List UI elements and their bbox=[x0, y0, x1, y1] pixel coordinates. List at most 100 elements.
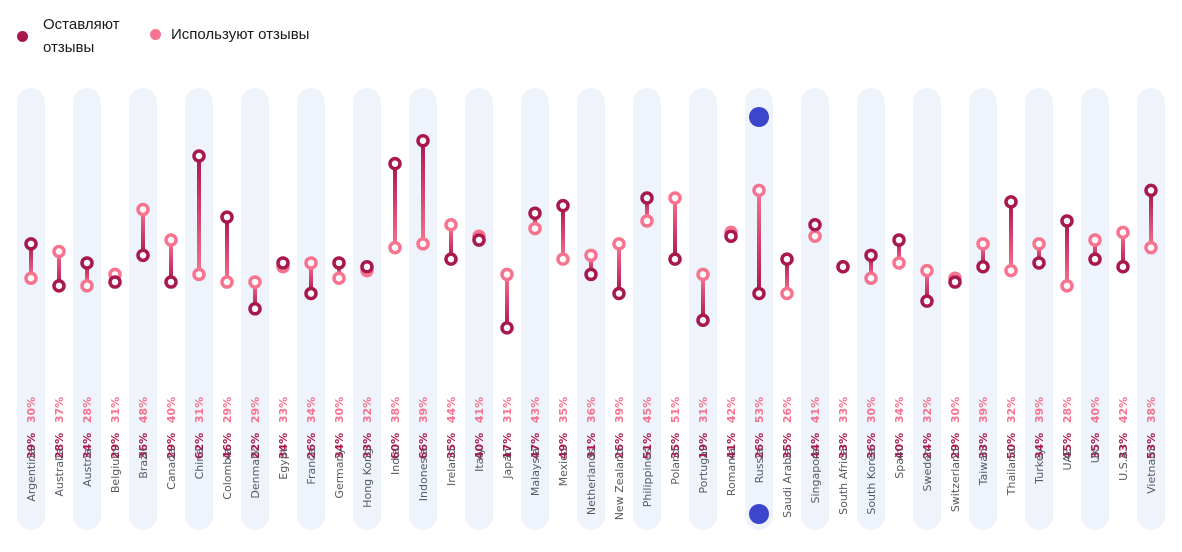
country-label[interactable]: Spain bbox=[893, 448, 906, 479]
dumbbell-connector bbox=[1121, 232, 1125, 267]
country-label[interactable]: UAE bbox=[1061, 448, 1074, 471]
country-label[interactable]: India bbox=[389, 448, 402, 475]
country-label[interactable]: Turkey bbox=[1033, 448, 1046, 485]
column-background bbox=[969, 88, 997, 530]
country-label[interactable]: Belgium bbox=[109, 448, 122, 493]
use-value-label: 36% bbox=[585, 397, 598, 423]
use-value-label: 28% bbox=[81, 397, 94, 423]
dumbbell-connector bbox=[1037, 243, 1041, 263]
dumbbell-connector bbox=[645, 198, 649, 221]
country-label[interactable]: South Africa bbox=[837, 448, 850, 515]
leave-point bbox=[1088, 252, 1102, 266]
country-label[interactable]: U.S.A. bbox=[1117, 448, 1130, 481]
country-label[interactable]: Vietnam bbox=[1145, 448, 1158, 494]
dumbbell-marks bbox=[24, 133, 1158, 335]
leave-point bbox=[80, 256, 94, 270]
country-label[interactable]: Malaysia bbox=[529, 448, 542, 496]
country-label[interactable]: Colombia bbox=[221, 448, 234, 500]
use-value-label: 30% bbox=[333, 397, 346, 423]
country-label[interactable]: Portugal bbox=[697, 448, 710, 494]
leave-point bbox=[696, 313, 710, 328]
dumbbell-connector bbox=[57, 251, 61, 286]
country-label[interactable]: Philippines bbox=[641, 448, 654, 508]
country-label[interactable]: Singapore bbox=[809, 448, 822, 504]
use-point bbox=[668, 191, 682, 205]
column-background bbox=[577, 88, 605, 530]
legend-leave-marker bbox=[17, 31, 28, 42]
country-label[interactable]: South Korea bbox=[865, 448, 878, 515]
legend-leave-label-line2: отзывы bbox=[43, 39, 95, 56]
use-value-label: 37% bbox=[53, 397, 66, 423]
use-point bbox=[1060, 279, 1074, 293]
leave-value-label: 40% bbox=[893, 433, 906, 459]
country-label[interactable]: Taiwan bbox=[977, 448, 990, 486]
use-value-label: 34% bbox=[893, 397, 906, 423]
country-label[interactable]: Netherlands bbox=[585, 448, 598, 515]
country-label[interactable]: Saudi Arabia bbox=[781, 448, 794, 518]
leave-value-label: 46% bbox=[221, 433, 234, 459]
leave-point bbox=[668, 252, 682, 266]
use-point bbox=[248, 275, 262, 289]
country-label[interactable]: Austria bbox=[81, 448, 94, 487]
use-point bbox=[220, 275, 234, 289]
leave-value-label: 40% bbox=[473, 433, 486, 459]
dumbbell-connector bbox=[589, 255, 593, 275]
country-label[interactable]: Ireland bbox=[445, 448, 458, 486]
leave-point bbox=[276, 256, 290, 270]
country-label[interactable]: Hong Kong bbox=[361, 448, 374, 508]
country-label[interactable]: Sweden bbox=[921, 448, 934, 491]
dumbbell-connector bbox=[1009, 201, 1013, 271]
country-label[interactable]: Japan bbox=[501, 448, 514, 480]
leave-value-label: 29% bbox=[165, 433, 178, 459]
dumbbell-connector bbox=[757, 190, 761, 294]
dumbbell-connector bbox=[701, 274, 705, 321]
country-label[interactable]: Argentina bbox=[25, 448, 38, 502]
country-label[interactable]: China bbox=[193, 448, 206, 479]
country-label[interactable]: Germany bbox=[333, 448, 346, 499]
country-label[interactable]: UK bbox=[1089, 447, 1102, 463]
use-point bbox=[640, 214, 654, 228]
column-background bbox=[353, 88, 381, 530]
country-label[interactable]: Russia bbox=[753, 448, 766, 483]
use-value-label: 51% bbox=[669, 397, 682, 423]
leave-value-label: 35% bbox=[669, 433, 682, 459]
leave-value-label: 34% bbox=[1033, 433, 1046, 459]
leave-point bbox=[332, 256, 346, 270]
dumbbell-connector bbox=[29, 243, 33, 279]
use-value-label: 30% bbox=[949, 397, 962, 423]
column-background bbox=[1137, 88, 1165, 530]
use-point bbox=[192, 267, 206, 282]
country-label[interactable]: Indonesia bbox=[417, 448, 430, 501]
country-label[interactable]: Mexico bbox=[557, 448, 570, 487]
country-label[interactable]: France bbox=[305, 448, 318, 485]
country-label[interactable]: Italy bbox=[473, 448, 486, 472]
dumbbell-connector bbox=[533, 213, 537, 229]
use-point bbox=[1032, 237, 1046, 251]
leave-point bbox=[388, 156, 402, 171]
country-label[interactable]: New Zealand bbox=[613, 448, 626, 520]
use-value-label: 39% bbox=[417, 397, 430, 423]
country-label[interactable]: Poland bbox=[669, 448, 682, 485]
use-point bbox=[304, 256, 318, 270]
country-label[interactable]: Australia bbox=[53, 448, 66, 497]
country-label[interactable]: Denmark bbox=[249, 447, 262, 498]
leave-point bbox=[556, 198, 570, 213]
top-drag-handle[interactable] bbox=[749, 107, 769, 127]
dumbbell-connector bbox=[897, 240, 901, 263]
leave-value-label: 33% bbox=[977, 433, 990, 459]
country-label[interactable]: Egypt bbox=[277, 447, 290, 479]
country-label[interactable]: Thailand bbox=[1005, 448, 1018, 496]
leave-point bbox=[108, 275, 122, 289]
dumbbell-connector bbox=[869, 255, 873, 279]
column-background bbox=[297, 88, 325, 530]
leave-value-label: 19% bbox=[697, 433, 710, 459]
use-point bbox=[416, 237, 430, 251]
leave-point bbox=[416, 133, 430, 148]
leave-value-label: 34% bbox=[81, 433, 94, 459]
country-label[interactable]: Brazil bbox=[137, 448, 150, 479]
country-label[interactable]: Romania bbox=[725, 448, 738, 496]
country-label[interactable]: Switzerland bbox=[949, 448, 962, 512]
bottom-drag-handle[interactable] bbox=[749, 504, 769, 524]
use-point bbox=[388, 240, 402, 255]
country-label[interactable]: Canada bbox=[165, 448, 178, 490]
